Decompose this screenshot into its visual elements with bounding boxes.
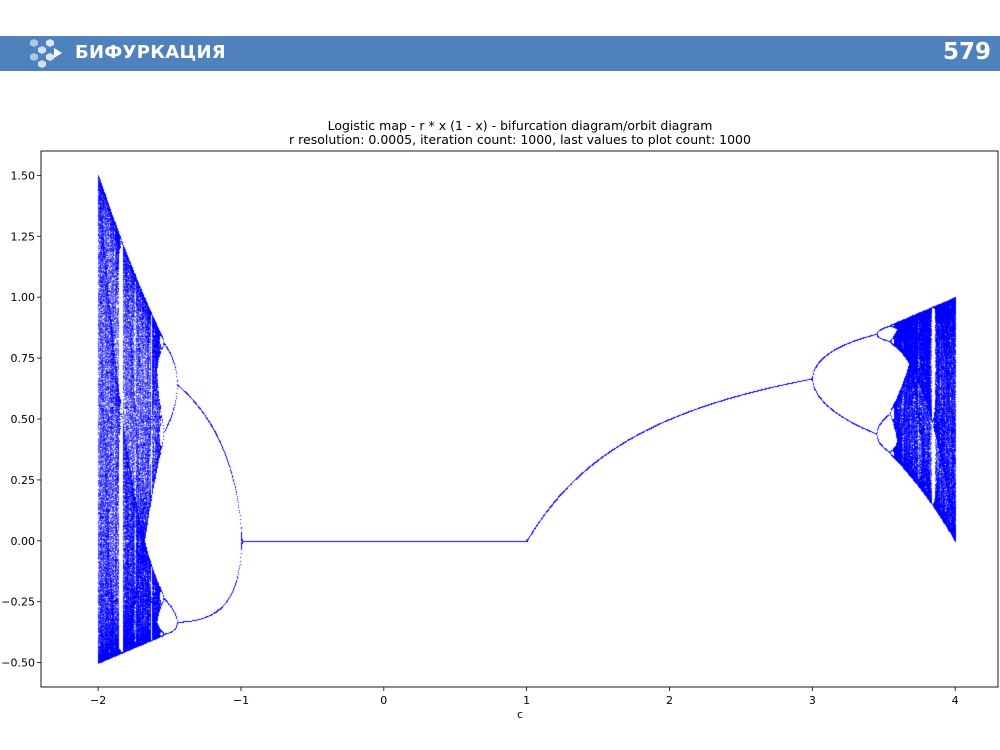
x-tick-label: −1 — [233, 694, 249, 707]
x-tick-label: 0 — [380, 694, 387, 707]
y-tick-label: 0.50 — [11, 413, 36, 426]
y-tick-label: 1.00 — [11, 291, 36, 304]
x-tick-label: 3 — [809, 694, 816, 707]
y-tick-label: 0.00 — [11, 535, 36, 548]
page-number: 579 — [942, 39, 991, 65]
y-tick-label: −0.25 — [1, 596, 35, 609]
y-tick-label: 0.25 — [11, 474, 36, 487]
x-tick-label: 2 — [666, 694, 673, 707]
chart-subtitle: r resolution: 0.0005, iteration count: 1… — [289, 132, 751, 147]
y-axis: −0.50 −0.25 0.00 0.25 0.50 0.75 1.00 1.25 1.50 — [1, 169, 41, 670]
y-tick-label: −0.50 — [1, 657, 35, 670]
y-tick-label: 1.50 — [11, 169, 36, 182]
x-tick-label: −2 — [90, 694, 106, 707]
x-tick-label: 4 — [952, 694, 959, 707]
x-axis-label: c — [517, 708, 523, 721]
section-title: БИФУРКАЦИЯ — [75, 42, 226, 63]
y-tick-label: 1.25 — [11, 230, 36, 243]
bifurcation-scatter — [41, 151, 998, 687]
y-tick-label: 0.75 — [11, 352, 36, 365]
x-axis: −2 −1 0 1 2 3 4 — [90, 687, 959, 707]
hexagon-cluster-arrow-icon — [30, 39, 62, 68]
x-tick-label: 1 — [523, 694, 530, 707]
chart-title: Logistic map - r * x (1 - x) - bifurcati… — [328, 118, 713, 133]
header-bar: БИФУРКАЦИЯ 579 — [0, 36, 1000, 71]
